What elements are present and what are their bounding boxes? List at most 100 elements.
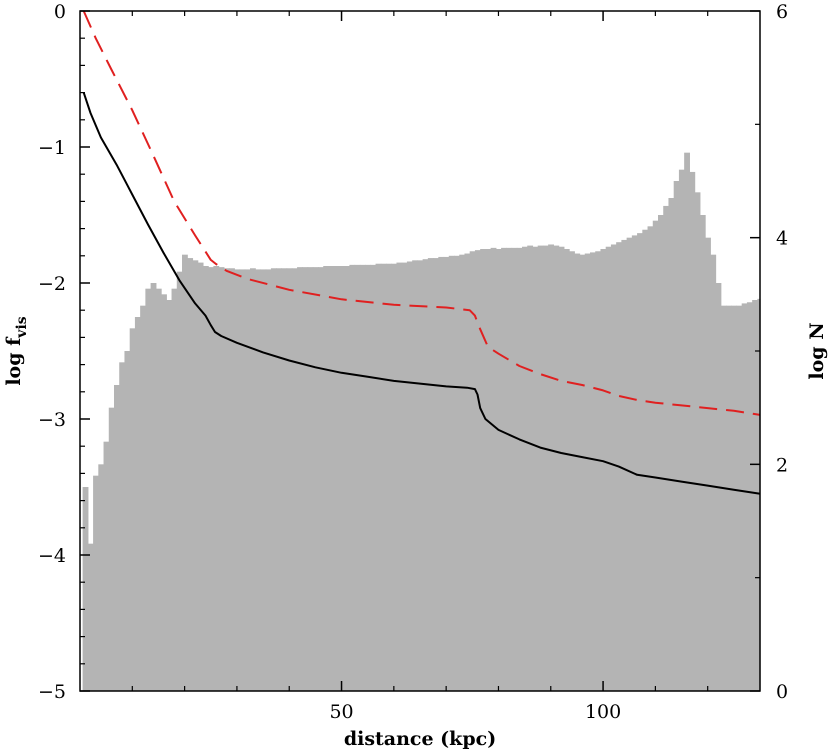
- histogram-bar: [312, 267, 319, 691]
- histogram-bar: [87, 543, 94, 691]
- histogram-bar: [647, 226, 654, 691]
- histogram-bar: [417, 260, 424, 691]
- histogram-bar: [569, 251, 575, 691]
- histogram-bar: [736, 305, 743, 691]
- histogram-bar: [501, 247, 507, 691]
- y-left-tick-label: −5: [38, 681, 66, 703]
- histogram-bar: [516, 247, 523, 691]
- histogram-bar: [579, 254, 586, 692]
- histogram-bar: [532, 246, 539, 692]
- histogram-bar: [757, 298, 761, 691]
- histogram-bar: [192, 260, 199, 691]
- histogram-bar: [490, 247, 497, 691]
- histogram-bar: [595, 251, 602, 691]
- histogram-bar: [239, 269, 246, 691]
- histogram-bar: [684, 152, 690, 692]
- histogram-bar: [652, 220, 659, 692]
- histogram-bar: [710, 254, 717, 692]
- histogram-bar: [406, 261, 413, 691]
- y-left-tick-label: −4: [38, 545, 66, 567]
- histogram-bar: [699, 215, 706, 691]
- histogram-bar: [370, 264, 377, 691]
- histogram-bar: [631, 235, 638, 691]
- histogram-bar: [197, 262, 204, 691]
- histogram-bar: [260, 269, 267, 691]
- histogram-bar: [375, 263, 382, 691]
- histogram-bar: [448, 255, 455, 692]
- histogram-bar: [255, 269, 262, 691]
- histogram-bar: [318, 267, 324, 691]
- histogram-bar: [119, 362, 126, 691]
- histogram-bar: [349, 264, 356, 691]
- histogram-bar: [464, 253, 471, 691]
- histogram-bar: [344, 266, 350, 691]
- histogram-bar: [302, 267, 309, 691]
- histogram-bar: [234, 269, 241, 691]
- histogram-bar: [610, 244, 617, 691]
- histogram-bar: [511, 247, 518, 691]
- histogram-bar: [637, 233, 643, 691]
- histogram-bar: [281, 268, 288, 691]
- histogram-bar: [129, 328, 136, 691]
- histogram-bar: [694, 192, 701, 691]
- histogram-bar: [522, 246, 528, 692]
- histogram-bar: [359, 264, 366, 691]
- histogram-bar: [213, 266, 220, 691]
- y-left-tick-label: −1: [38, 137, 66, 159]
- histogram-bar: [140, 305, 146, 691]
- histogram-bar: [354, 264, 361, 691]
- histogram-bar: [171, 288, 178, 691]
- histogram-bar: [433, 258, 439, 691]
- histogram-bar: [166, 300, 173, 691]
- histogram-bar: [161, 294, 167, 691]
- histogram-bar: [626, 237, 633, 692]
- histogram-bar: [108, 407, 115, 691]
- histogram-bar: [98, 464, 105, 691]
- histogram-bar: [93, 475, 99, 691]
- histogram-bar: [134, 317, 141, 691]
- histogram-bar: [427, 258, 434, 691]
- histogram-bar: [229, 268, 235, 691]
- histogram-bar: [265, 269, 272, 691]
- y-right-tick-label: 2: [776, 454, 788, 476]
- histogram-bar: [244, 269, 251, 691]
- histogram-bar: [480, 249, 486, 691]
- histogram-bar: [124, 351, 131, 691]
- histogram-bar: [527, 245, 534, 691]
- histogram-bar: [297, 267, 303, 691]
- histogram-bar: [145, 288, 152, 691]
- histogram-bar: [401, 262, 408, 691]
- histogram-bar: [82, 487, 89, 691]
- y-left-tick-label: 0: [54, 1, 66, 23]
- histogram-bar: [286, 268, 293, 691]
- histogram-bar: [553, 245, 560, 691]
- histogram-bar: [605, 246, 612, 692]
- histogram-bar: [752, 300, 758, 691]
- histogram-bar: [574, 253, 581, 691]
- histogram-bar: [155, 288, 162, 691]
- histogram-bar: [542, 245, 549, 691]
- histogram-bar: [506, 247, 513, 691]
- histogram-bar: [485, 249, 492, 691]
- histogram-bar: [720, 305, 727, 691]
- histogram-bar: [726, 305, 732, 691]
- dashed-series-line: [82, 10, 761, 416]
- histogram-bar: [621, 239, 628, 691]
- histogram-bar: [454, 255, 460, 692]
- histogram-bar: [270, 268, 277, 691]
- histogram-bar: [412, 260, 418, 691]
- histogram-bar: [187, 258, 194, 691]
- histogram-bar: [422, 259, 429, 691]
- histogram-bar: [673, 181, 680, 691]
- y-right-tick-label: 4: [776, 228, 788, 250]
- histogram-bar: [438, 256, 445, 691]
- histogram-bar: [176, 271, 183, 691]
- histogram-bar: [396, 262, 403, 691]
- histogram-bar: [663, 205, 670, 691]
- histogram-bar: [276, 268, 282, 691]
- histogram-bar: [642, 229, 649, 692]
- histogram-bar: [202, 266, 209, 691]
- histogram-bar: [338, 266, 345, 691]
- histogram-bar: [333, 266, 340, 691]
- histogram-bar: [731, 305, 738, 691]
